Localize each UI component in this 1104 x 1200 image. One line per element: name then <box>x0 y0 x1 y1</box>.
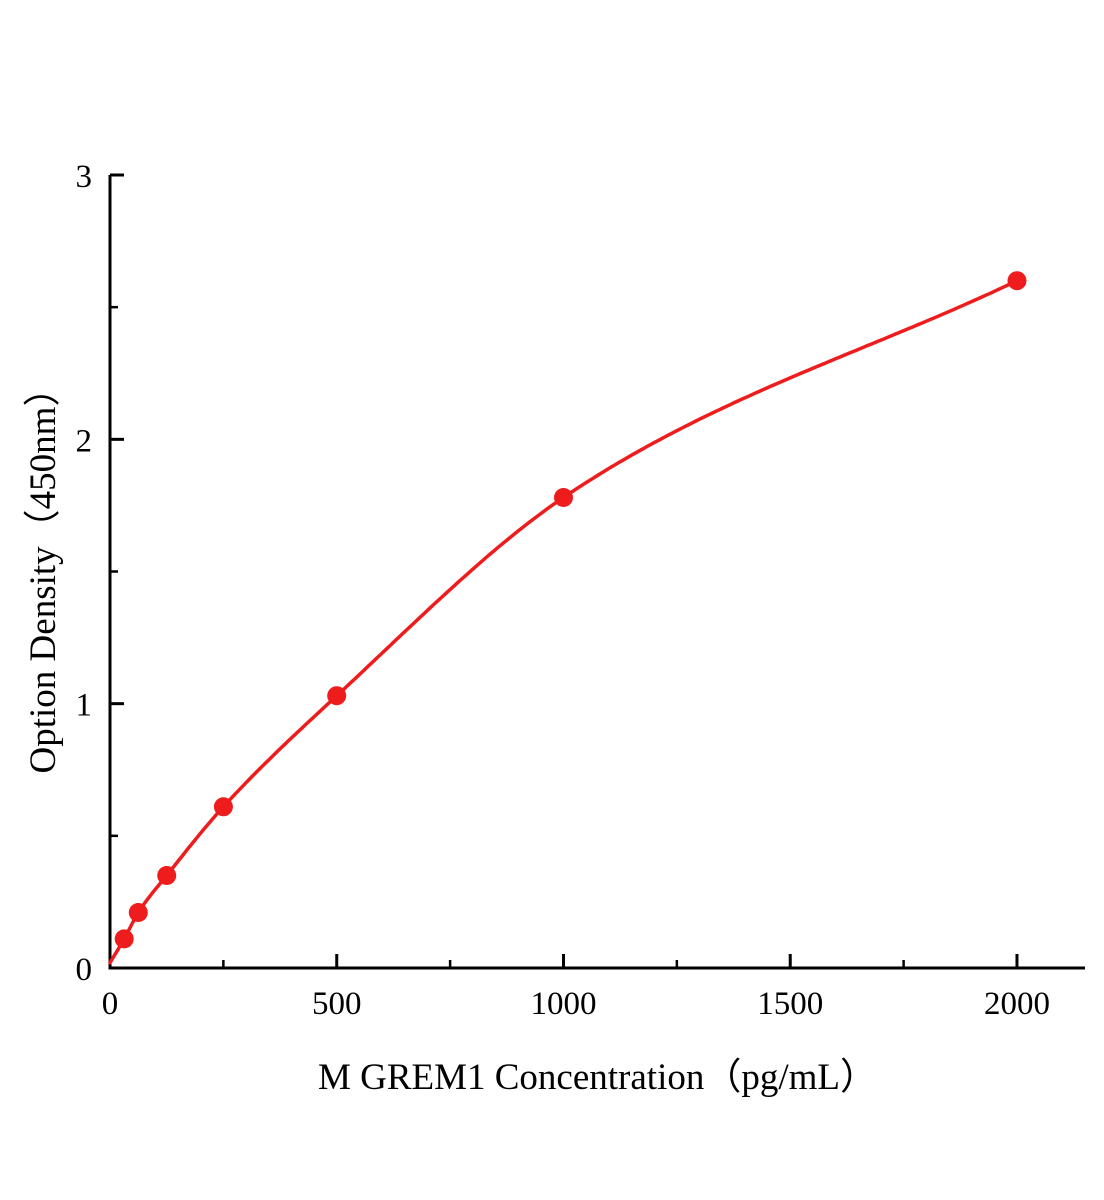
y-tick-label: 0 <box>76 952 93 988</box>
data-point <box>1007 271 1027 291</box>
data-point <box>128 903 148 922</box>
y-axis-title: Option Density（450nm） <box>23 369 64 774</box>
x-axis-title: M GREM1 Concentration（pg/mL） <box>317 1057 878 1098</box>
y-axis-ticks: 0 1 2 3 <box>76 159 124 988</box>
x-tick-label: 1500 <box>757 986 823 1022</box>
y-tick-label: 3 <box>76 159 93 195</box>
data-point <box>327 686 347 706</box>
data-point <box>213 797 233 817</box>
x-tick-label: 2000 <box>984 986 1050 1022</box>
fit-curve <box>108 278 1019 965</box>
x-tick-label: 1000 <box>530 986 596 1022</box>
x-tick-label: 500 <box>312 986 362 1022</box>
y-tick-label: 2 <box>76 423 93 459</box>
y-tick-label: 1 <box>76 688 93 724</box>
data-point <box>554 488 573 507</box>
x-axis-ticks: 0 500 1000 1500 2000 <box>102 954 1050 1022</box>
x-tick-label: 0 <box>102 986 119 1022</box>
data-point <box>157 866 177 885</box>
axes <box>108 175 1085 970</box>
data-point <box>114 929 134 949</box>
data-points <box>114 271 1027 949</box>
